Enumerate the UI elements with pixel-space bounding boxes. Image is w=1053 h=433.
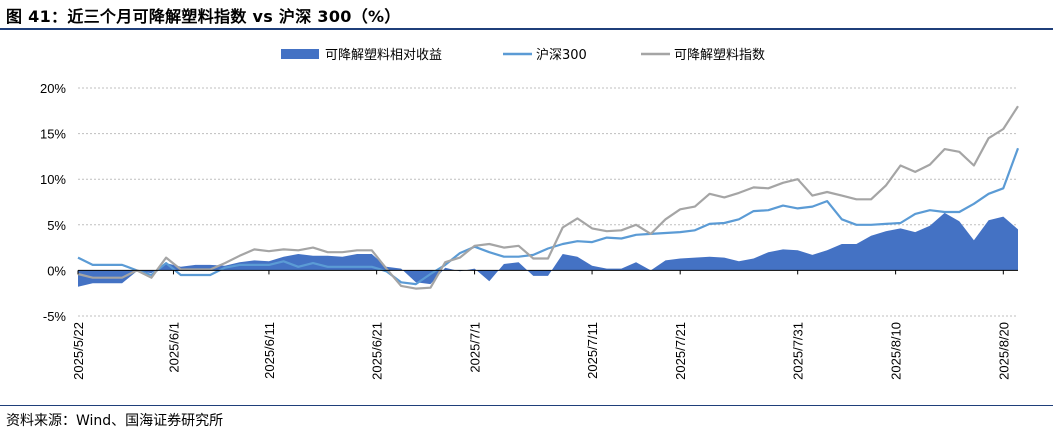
source-note: 资料来源：Wind、国海证券研究所 [6,413,224,429]
x-tick-label: 2025/7/31 [791,322,806,380]
chart-lines [77,105,1020,290]
y-tick-label: 15% [40,127,66,142]
legend-label: 沪深300 [536,47,587,63]
title-divider [0,28,1053,30]
y-tick-label: 5% [47,218,66,233]
chart-area: 可降解塑料相对收益 沪深300 可降解塑料指数 -5% 0% 5% 10% 15% 20% 20… [40,47,1020,380]
legend-label: 可降解塑料相对收益 [325,48,442,63]
x-tick-label: 2025/8/10 [889,322,904,380]
chart-gridlines [78,87,1018,317]
chart-axes: -5% 0% 5% 10% 15% 20% 2025/5/22 2025/6/1 2025/6/… [40,81,1018,380]
relative-return-area [78,212,1018,287]
y-tick-label: -5% [43,309,67,324]
legend-label: 可降解塑料指数 [674,48,765,63]
x-tick-label: 2025/7/21 [673,322,688,380]
x-tick-label: 2025/8/20 [996,322,1011,380]
legend-item: 可降解塑料指数 [641,48,765,63]
series-degradable-index [77,105,1019,290]
series-relative-return [78,212,1018,287]
y-tick-label: 0% [47,263,66,278]
chart-legend: 可降解塑料相对收益 沪深300 可降解塑料指数 [281,47,765,63]
legend-item: 可降解塑料相对收益 [281,48,442,63]
x-tick-label: 2025/6/11 [262,322,277,379]
x-tick-label: 2025/6/1 [166,322,181,373]
y-tick-label: 10% [40,172,66,187]
x-tick-label: 2025/7/1 [468,322,483,373]
x-tick-label: 2025/7/11 [585,322,600,379]
x-tick-label: 2025/6/21 [370,322,385,380]
series-hs300 [77,147,1020,286]
footer-divider [0,405,1053,406]
chart-title: 图 41：近三个月可降解塑料指数 vs 沪深 300（%） [6,7,401,26]
legend-swatch [281,49,319,59]
x-tick-label: 2025/5/22 [71,322,86,380]
y-tick-label: 20% [40,81,66,96]
legend-item: 沪深300 [503,47,587,63]
